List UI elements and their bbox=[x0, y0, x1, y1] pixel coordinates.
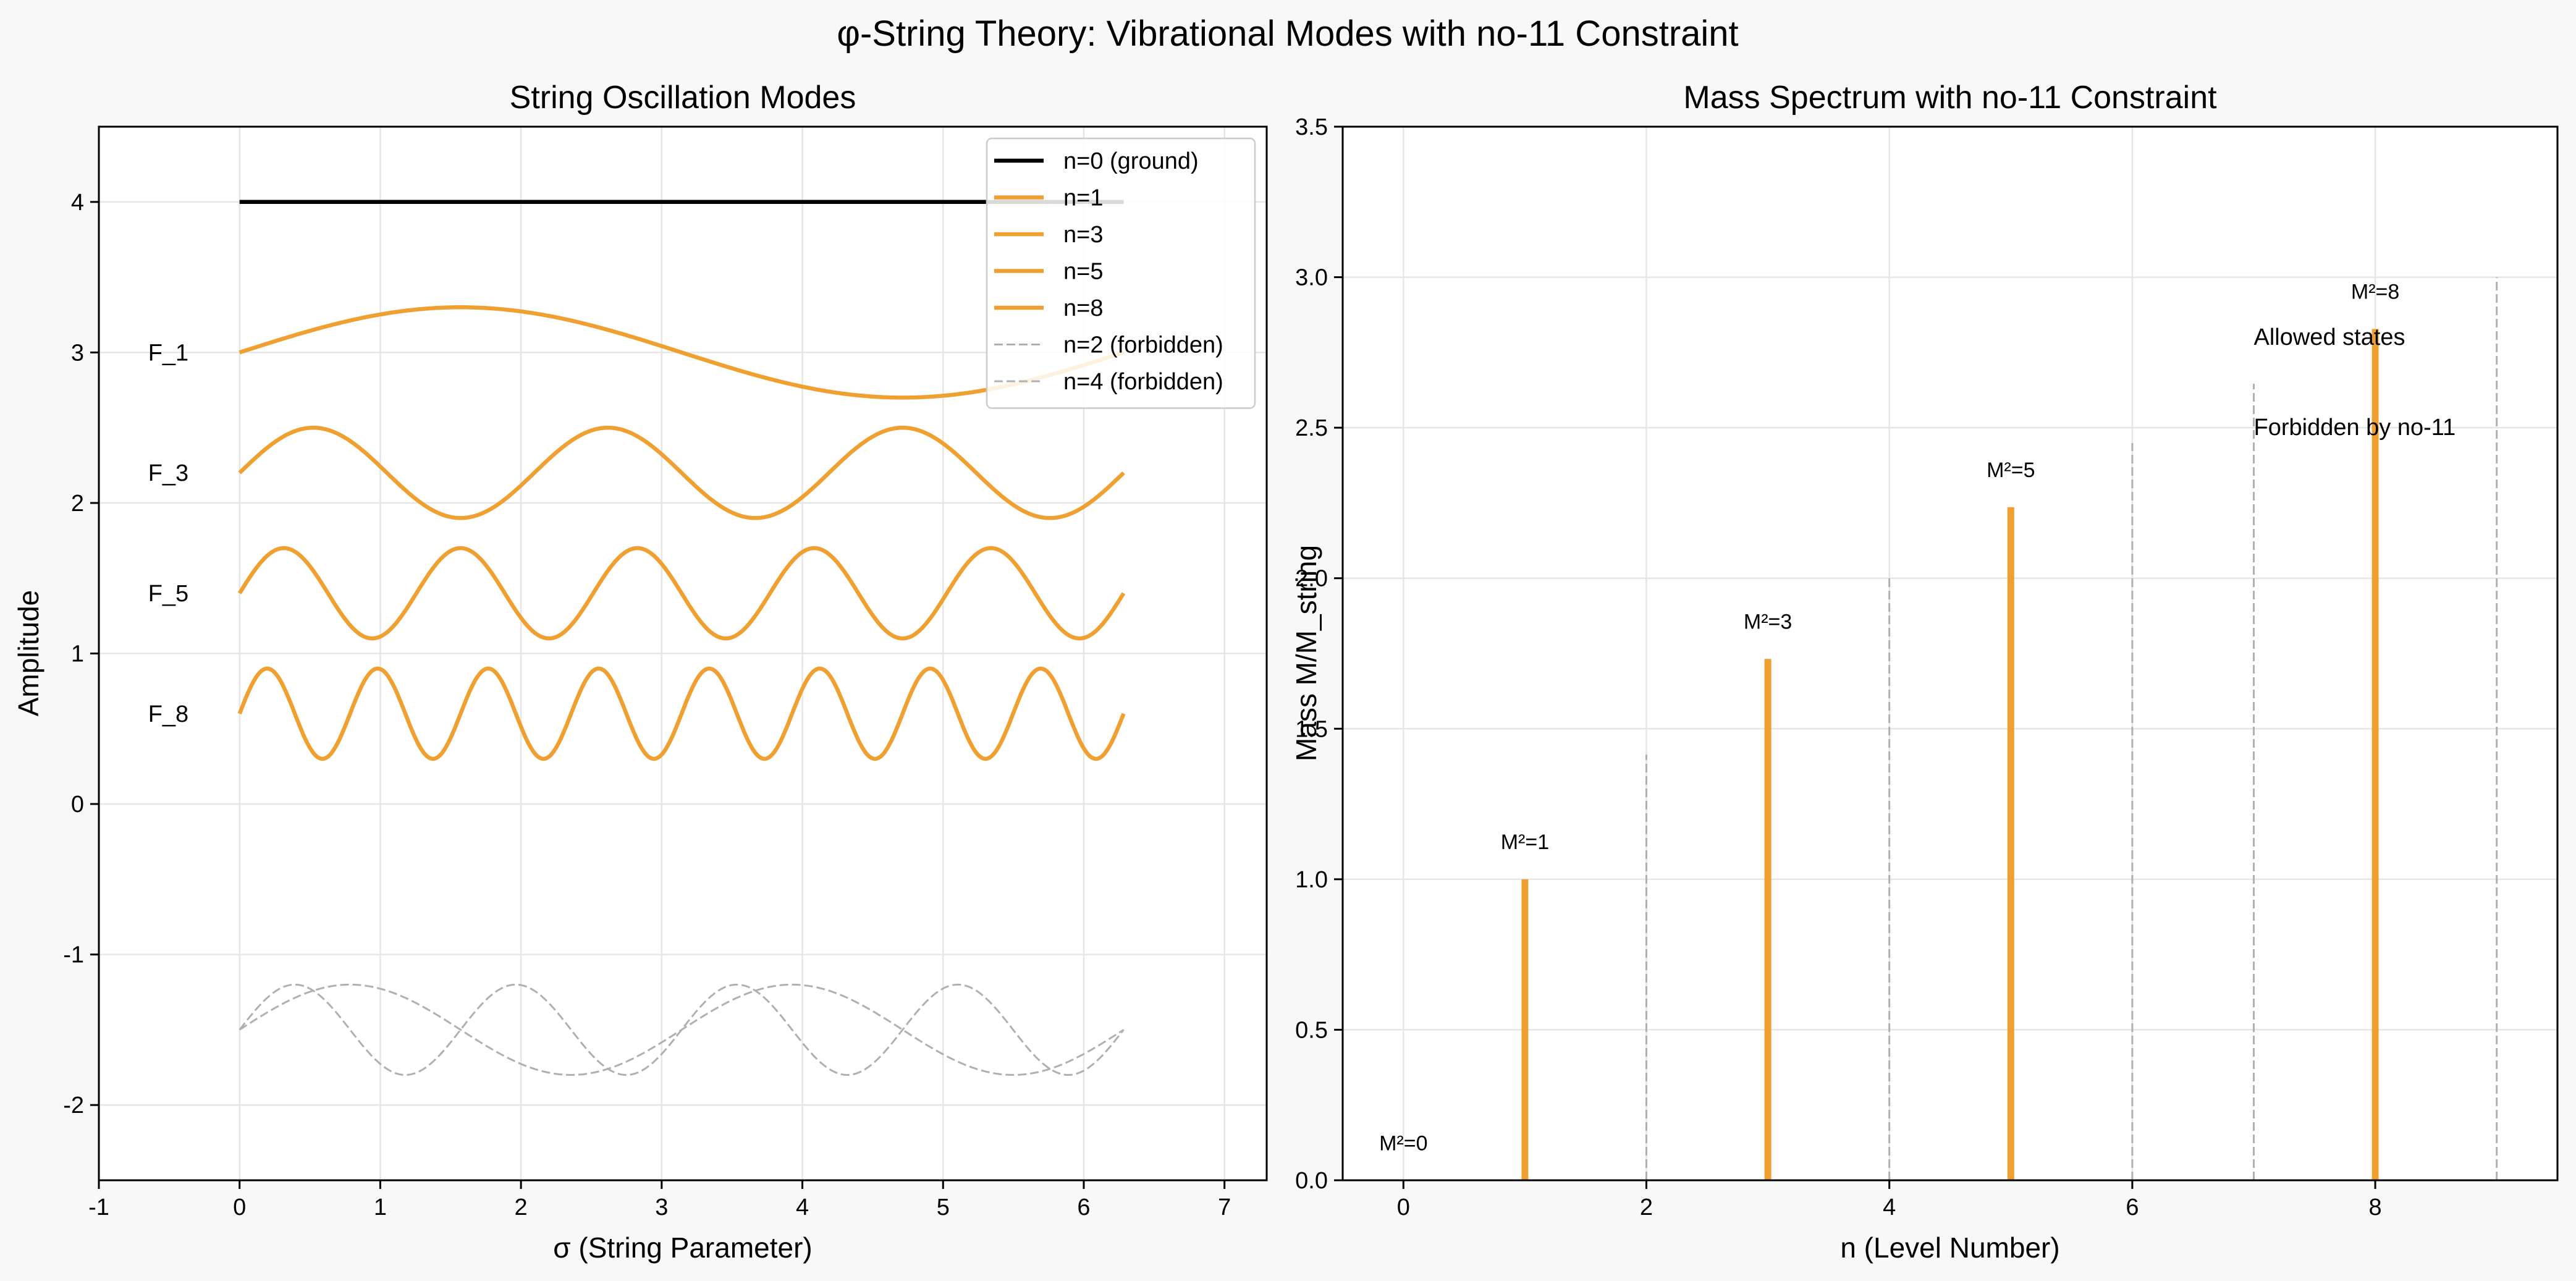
mode-label-f1: F_1 bbox=[148, 340, 188, 366]
right-y-tick-label: 1.0 bbox=[1295, 867, 1328, 893]
legend-entry-label: n=8 bbox=[1063, 295, 1103, 321]
left-x-tick-label: 3 bbox=[655, 1194, 668, 1220]
left-x-tick-label: 4 bbox=[796, 1194, 809, 1220]
right-bars bbox=[1521, 277, 2498, 1180]
right-x-tick-label: 6 bbox=[2126, 1194, 2139, 1220]
right-y-tick-label: 3.0 bbox=[1295, 265, 1328, 291]
right-y-tick-label: 2.5 bbox=[1295, 415, 1328, 441]
left-y-tick-label: 4 bbox=[71, 190, 84, 216]
mode-curve-n-8 bbox=[237, 666, 1126, 761]
mode-curve-n-4-forbidden bbox=[239, 983, 1125, 1076]
mode-curve-n-3 bbox=[238, 425, 1125, 520]
mode-label-f3: F_3 bbox=[148, 460, 188, 486]
left-y-axis-label: Amplitude bbox=[12, 590, 44, 717]
left-legend: n=0 (ground) n=1 n=3 n=5 n=8 n=2 (forbidden) n… bbox=[986, 137, 1256, 409]
left-x-tick-label: 2 bbox=[515, 1194, 528, 1220]
right-x-tick-label: 8 bbox=[2369, 1194, 2382, 1220]
right-chart-title: Mass Spectrum with no-11 Constraint bbox=[1683, 80, 2217, 116]
right-x-tick-label: 0 bbox=[1397, 1194, 1410, 1220]
left-curves bbox=[237, 200, 1126, 1076]
left-x-tick-label: 7 bbox=[1218, 1194, 1231, 1220]
right-y-tick-label: 3.5 bbox=[1295, 114, 1328, 140]
left-x-tick-label: 5 bbox=[937, 1194, 950, 1220]
figure-title: φ-String Theory: Vibrational Modes with … bbox=[837, 14, 1738, 54]
left-x-tick-label: 1 bbox=[374, 1194, 387, 1220]
mass-label-n1: M²=1 bbox=[1501, 831, 1549, 854]
right-y-tick-label: 1.5 bbox=[1295, 716, 1328, 742]
mode-curve-n-1 bbox=[239, 305, 1125, 400]
left-ticks: -1 0 1 2 3 4 5 6 7 -2 -1 0 1 2 3 4 bbox=[63, 190, 1231, 1220]
mass-label-n8: M²=8 bbox=[2351, 281, 2399, 304]
oscillation-modes-chart: F_1 F_3 F_5 F_8 -1 0 1 2 3 4 5 6 7 -2 -1 0 1 2 3 4 String … bbox=[12, 80, 1268, 1264]
left-y-tick-label: 0 bbox=[71, 792, 84, 818]
mass-spectrum-chart: M²=0 M²=1 M²=3 M²=5 M²=8 Allowed states Forb… bbox=[1290, 80, 2559, 1264]
left-y-tick-label: -1 bbox=[63, 942, 84, 968]
right-bar-labels: M²=0 M²=1 M²=3 M²=5 M²=8 bbox=[1379, 281, 2399, 1156]
right-y-tick-label: 0.5 bbox=[1295, 1017, 1328, 1043]
mode-label-f5: F_5 bbox=[148, 581, 188, 607]
right-ticks: 0 2 4 6 8 0.0 0.5 1.0 1.5 2.0 2.5 3.0 3.5 bbox=[1295, 114, 2381, 1220]
forbidden-states-annotation: Forbidden by no-11 bbox=[2254, 415, 2456, 441]
left-x-tick-label: 6 bbox=[1077, 1194, 1090, 1220]
right-x-axis-label: n (Level Number) bbox=[1840, 1232, 2059, 1264]
left-x-tick-label: -1 bbox=[88, 1194, 109, 1220]
right-y-axis-label: Mass M/M_string bbox=[1290, 545, 1322, 761]
allowed-states-annotation: Allowed states bbox=[2254, 324, 2405, 350]
right-plot-frame bbox=[1341, 125, 2559, 1182]
left-mode-labels: F_1 F_3 F_5 F_8 bbox=[148, 340, 188, 727]
left-y-tick-label: 3 bbox=[71, 340, 84, 366]
right-y-tick-label: 0.0 bbox=[1295, 1168, 1328, 1194]
mass-label-n5: M²=5 bbox=[1987, 459, 2035, 482]
left-chart-title: String Oscillation Modes bbox=[510, 80, 856, 116]
right-x-tick-label: 2 bbox=[1640, 1194, 1653, 1220]
mode-label-f8: F_8 bbox=[148, 701, 188, 727]
legend-entry-label: n=4 (forbidden) bbox=[1063, 369, 1223, 395]
mode-curve-n-5 bbox=[237, 546, 1126, 641]
right-x-tick-label: 4 bbox=[1883, 1194, 1896, 1220]
legend-entry-label: n=3 bbox=[1063, 222, 1103, 248]
legend-box bbox=[986, 137, 1256, 409]
legend-entry-label: n=0 (ground) bbox=[1063, 148, 1199, 174]
legend-entry-label: n=2 (forbidden) bbox=[1063, 332, 1223, 358]
left-y-tick-label: 1 bbox=[71, 641, 84, 667]
mass-label-n3: M²=3 bbox=[1744, 611, 1792, 634]
left-y-tick-label: 2 bbox=[71, 491, 84, 517]
right-plot-area bbox=[1343, 127, 2557, 1180]
left-x-axis-label: σ (String Parameter) bbox=[553, 1232, 813, 1264]
left-y-tick-label: -2 bbox=[63, 1093, 84, 1118]
legend-entry-label: n=1 bbox=[1063, 185, 1103, 211]
right-y-tick-label: 2.0 bbox=[1295, 566, 1328, 592]
legend-entry-label: n=5 bbox=[1063, 259, 1103, 285]
mass-label-n0: M²=0 bbox=[1379, 1131, 1427, 1155]
left-x-tick-label: 0 bbox=[233, 1194, 246, 1220]
